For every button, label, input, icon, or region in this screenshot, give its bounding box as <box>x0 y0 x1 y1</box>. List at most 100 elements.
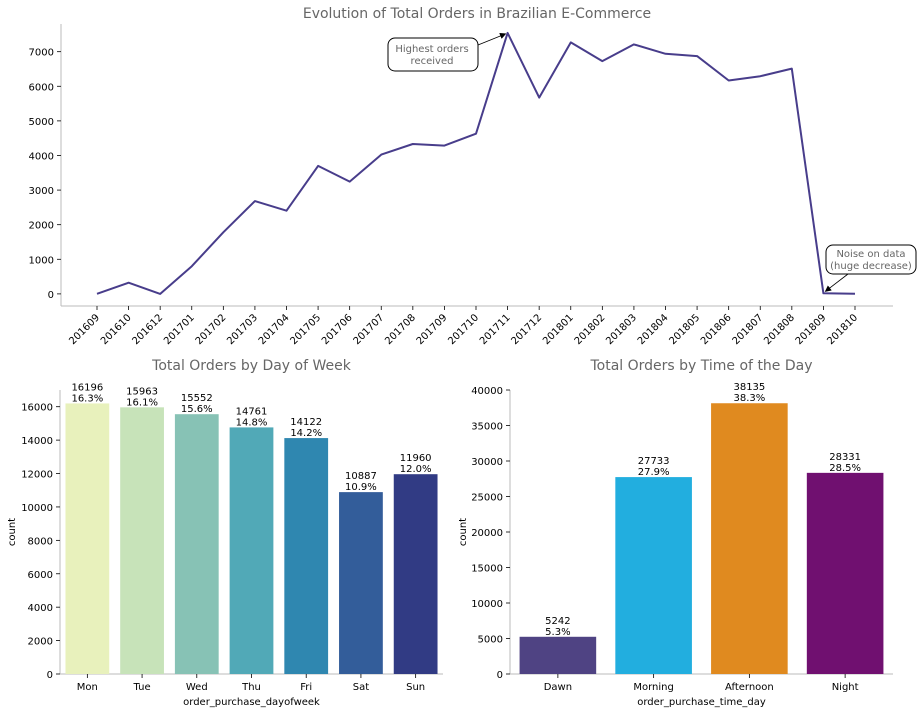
data-label-percent: 28.5% <box>829 463 861 474</box>
annotation-box-highest <box>387 37 479 72</box>
y-tick-label: 5000 <box>29 117 54 128</box>
chart-title: Total Orders by Time of the Day <box>589 358 812 374</box>
data-label-count: 16196 <box>71 382 103 393</box>
y-tick-label: 15000 <box>471 564 503 575</box>
data-label-count: 28331 <box>829 452 861 463</box>
y-tick-label: 1000 <box>29 255 54 266</box>
y-tick-label: 12000 <box>21 470 53 481</box>
data-label-percent: 12.0% <box>400 464 432 475</box>
data-label-count: 15963 <box>126 386 158 397</box>
data-label-percent: 5.3% <box>545 627 570 638</box>
x-tick-label: 201710 <box>446 312 481 347</box>
data-label-count: 38135 <box>733 382 765 393</box>
y-tick-label: 0 <box>48 290 54 301</box>
y-tick-label: 6000 <box>29 82 54 93</box>
data-label-percent: 16.3% <box>71 393 103 404</box>
annotation-box-noise <box>825 244 917 275</box>
y-tick-label: 35000 <box>471 422 503 433</box>
data-label-count: 15552 <box>181 393 213 404</box>
bar-tue <box>120 407 164 674</box>
annotation-text-highest-line2: received <box>411 56 454 67</box>
y-tick-label: 2000 <box>28 637 53 648</box>
x-axis-label: order_purchase_dayofweek <box>183 697 320 708</box>
x-tick-label: Afternoon <box>725 682 774 693</box>
x-tick-label: 201609 <box>67 312 102 347</box>
x-tick-label: 201708 <box>383 312 418 347</box>
y-tick-label: 4000 <box>28 603 53 614</box>
x-tick-label: Night <box>832 682 859 693</box>
bar-wed <box>174 414 219 674</box>
y-tick-label: 3000 <box>29 186 54 197</box>
x-tick-label: 201701 <box>162 312 197 347</box>
x-tick-label: 201709 <box>415 312 450 347</box>
y-tick-label: 5000 <box>478 635 503 646</box>
bar-chart-day-of-week: Total Orders by Day of Week 0 2000 4000 6000… <box>7 358 443 708</box>
x-tick-label: Dawn <box>544 682 572 693</box>
data-label-percent: 15.6% <box>181 404 213 415</box>
x-tick-label: 201808 <box>762 312 797 347</box>
chart-title: Total Orders by Day of Week <box>151 358 352 374</box>
y-tick-label: 4000 <box>29 151 54 162</box>
bar-dawn <box>519 636 597 674</box>
y-tick-label: 10000 <box>21 503 53 514</box>
bar-chart-time-of-day: Total Orders by Time of the Day 0 5000 1000… <box>458 358 893 708</box>
x-tick-label: 201804 <box>636 312 671 347</box>
bar-afternoon <box>711 403 788 674</box>
data-label-percent: 10.9% <box>345 482 377 493</box>
annotation-arrow-highest <box>477 32 507 46</box>
chart-title: Evolution of Total Orders in Brazilian E… <box>303 6 651 22</box>
x-tick-label: Fri <box>300 682 312 693</box>
x-tick-label: 201801 <box>541 312 576 347</box>
x-tick-label: 201807 <box>731 312 766 347</box>
y-tick-label: 25000 <box>471 493 503 504</box>
x-tick-label: 201810 <box>825 312 860 347</box>
x-tick-label: 201805 <box>667 312 702 347</box>
data-label-count: 10887 <box>345 471 377 482</box>
y-tick-label: 0 <box>47 670 53 681</box>
y-tick-label: 8000 <box>28 536 53 547</box>
x-tick-label: 201707 <box>352 312 387 347</box>
x-tick-label: 201706 <box>320 312 355 347</box>
x-tick-label: 201711 <box>478 312 513 347</box>
data-label-percent: 14.2% <box>290 428 322 439</box>
data-label-percent: 16.1% <box>126 397 158 408</box>
x-tick-label: 201809 <box>794 312 829 347</box>
x-tick-label: 201712 <box>510 312 545 347</box>
y-tick-label: 2000 <box>29 221 54 232</box>
series-line-total-orders <box>96 31 856 295</box>
data-label-count: 14122 <box>290 417 322 428</box>
y-tick-label: 40000 <box>471 386 503 397</box>
y-tick-label: 10000 <box>471 599 503 610</box>
bar-fri <box>284 438 329 674</box>
x-tick-label: Mon <box>77 682 98 693</box>
y-tick-label: 7000 <box>29 48 54 59</box>
bar-sat <box>339 492 383 674</box>
y-tick-label: 14000 <box>21 436 53 447</box>
x-tick-label: Tue <box>133 682 151 693</box>
bar-sun <box>393 474 438 674</box>
x-tick-label: Thu <box>241 682 261 693</box>
x-axis-label: order_purchase_time_day <box>637 697 766 708</box>
y-axis-label: count <box>458 518 469 546</box>
x-tick-label: 201806 <box>699 312 734 347</box>
bar-night <box>806 472 884 674</box>
x-tick-label: 201705 <box>288 312 323 347</box>
data-label-count: 14761 <box>236 406 268 417</box>
y-tick-label: 20000 <box>471 528 503 539</box>
data-label-percent: 14.8% <box>236 417 268 428</box>
x-tick-label: 201803 <box>604 312 639 347</box>
data-label-percent: 27.9% <box>638 467 670 478</box>
x-tick-label: Wed <box>186 682 208 693</box>
x-tick-label: 201802 <box>573 312 608 347</box>
x-tick-label: 201703 <box>225 312 260 347</box>
x-tick-label: Sun <box>406 682 425 693</box>
y-tick-label: 6000 <box>28 570 53 581</box>
annotation-arrow-noise <box>824 273 849 292</box>
x-tick-label: 201702 <box>194 312 229 347</box>
y-tick-label: 30000 <box>471 457 503 468</box>
annotation-text-noise-line2: (huge decrease) <box>830 261 912 272</box>
y-tick-label: 16000 <box>21 403 53 414</box>
x-tick-label: Morning <box>633 682 673 693</box>
bar-mon <box>65 403 110 674</box>
